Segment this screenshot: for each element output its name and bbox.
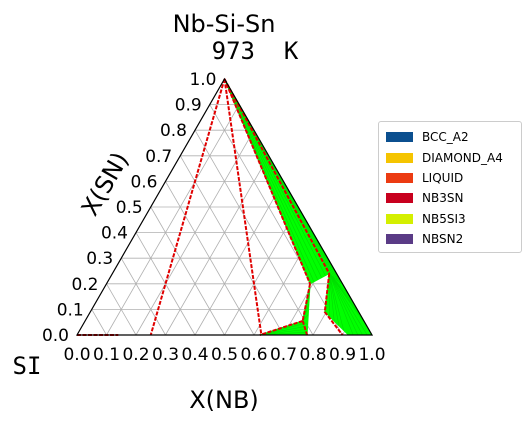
y-tick-label: 0.5 bbox=[116, 198, 143, 218]
x-tick-label: 1.0 bbox=[358, 345, 385, 365]
legend-label: NB3SN bbox=[422, 191, 464, 206]
triangle-frame bbox=[75, 77, 374, 336]
legend-label: BCC_A2 bbox=[422, 130, 469, 145]
grid-line bbox=[106, 104, 240, 336]
tie-line bbox=[328, 273, 367, 326]
legend-label: DIAMOND_A4 bbox=[422, 150, 503, 165]
grid-line bbox=[194, 130, 314, 336]
x-tick-label: 0.2 bbox=[122, 345, 149, 365]
y-tick-label: 0.0 bbox=[42, 326, 69, 346]
tie-line bbox=[328, 273, 359, 336]
tie-line bbox=[328, 273, 335, 322]
y-tick-label: 0.2 bbox=[71, 275, 98, 295]
x-tick-label: 0.8 bbox=[299, 345, 326, 365]
legend-item: NB5SI3 bbox=[386, 209, 521, 229]
y-tick-label: 0.1 bbox=[57, 300, 84, 320]
phase-boundary bbox=[323, 273, 344, 336]
legend-item: DIAMOND_A4 bbox=[386, 147, 521, 167]
legend-swatch bbox=[386, 213, 413, 224]
legend-item: BCC_A2 bbox=[386, 127, 521, 147]
grid-line bbox=[120, 258, 166, 336]
x-tick-label: 0.0 bbox=[63, 345, 90, 365]
legend-swatch bbox=[386, 172, 413, 183]
legend-label: LIQUID bbox=[422, 170, 464, 185]
legend-item: NBSN2 bbox=[386, 229, 521, 249]
x-tick-label: 0.7 bbox=[270, 345, 297, 365]
phase-boundary bbox=[301, 283, 312, 322]
tie-line bbox=[259, 329, 306, 336]
tie-line bbox=[224, 78, 318, 280]
tie-line bbox=[224, 78, 322, 278]
legend-swatch bbox=[386, 193, 413, 204]
grid-line bbox=[165, 181, 255, 336]
x-tick-label: 0.4 bbox=[181, 345, 208, 365]
legend-swatch bbox=[386, 152, 413, 163]
phase-boundary bbox=[223, 78, 311, 285]
legend-item: LIQUID bbox=[386, 168, 521, 188]
phase-boundary bbox=[301, 320, 309, 336]
grid-line bbox=[106, 283, 137, 336]
legend-item: NB3SN bbox=[386, 188, 521, 208]
grid-line bbox=[91, 309, 107, 336]
grid-line bbox=[179, 155, 284, 336]
legend: BCC_A2 DIAMOND_A4 LIQUID NB3SN NB5SI3 NBSN2 bbox=[378, 121, 522, 253]
phase-boundary bbox=[149, 78, 226, 336]
x-tick-label: 0.1 bbox=[93, 345, 120, 365]
y-tick-label: 0.6 bbox=[130, 172, 157, 192]
grid-line bbox=[135, 232, 196, 336]
tie-line bbox=[259, 326, 305, 336]
x-tick-label: 0.9 bbox=[329, 345, 356, 365]
tie-line bbox=[328, 273, 368, 336]
y-tick-label: 1.0 bbox=[189, 70, 216, 90]
tie-line bbox=[328, 273, 354, 336]
legend-label: NB5SI3 bbox=[422, 211, 466, 226]
grid-lines bbox=[91, 104, 358, 336]
legend-swatch bbox=[386, 234, 413, 245]
grid-line bbox=[165, 155, 270, 336]
grid-line bbox=[150, 206, 225, 336]
grid-line bbox=[209, 104, 343, 336]
x-tick-label: 0.3 bbox=[152, 345, 179, 365]
tie-line bbox=[328, 273, 340, 326]
chart-subtitle: 973 K bbox=[212, 37, 299, 65]
x-tick-label: 0.6 bbox=[240, 345, 267, 365]
x-axis-label: X(NB) bbox=[189, 386, 259, 414]
phase-boundary bbox=[223, 78, 263, 336]
tie-line bbox=[329, 273, 342, 285]
phase-boundary bbox=[223, 78, 331, 275]
phase-boundaries bbox=[77, 78, 344, 336]
triangle-outline bbox=[75, 77, 374, 336]
tick-labels: 0.0 0.1 0.2 0.3 0.4 0.5 0.6 0.7 0.8 0.9 1.00.00.10… bbox=[42, 70, 386, 365]
y-tick-label: 0.3 bbox=[86, 249, 113, 269]
phase-boundary bbox=[259, 319, 303, 336]
x-tick-label: 0.5 bbox=[211, 345, 238, 365]
y-tick-label: 0.4 bbox=[101, 224, 128, 244]
legend-label: NBSN2 bbox=[422, 232, 464, 247]
tie-line bbox=[328, 273, 363, 336]
chart-title: Nb-Si-Sn bbox=[173, 10, 276, 38]
tie-line bbox=[259, 323, 304, 336]
y-tick-label: 0.8 bbox=[160, 121, 187, 141]
y-tick-label: 0.9 bbox=[175, 96, 202, 116]
legend-swatch bbox=[386, 132, 413, 143]
y-tick-label: 0.7 bbox=[145, 147, 172, 167]
tie-line bbox=[328, 273, 344, 331]
corner-label-si: SI bbox=[13, 352, 42, 380]
